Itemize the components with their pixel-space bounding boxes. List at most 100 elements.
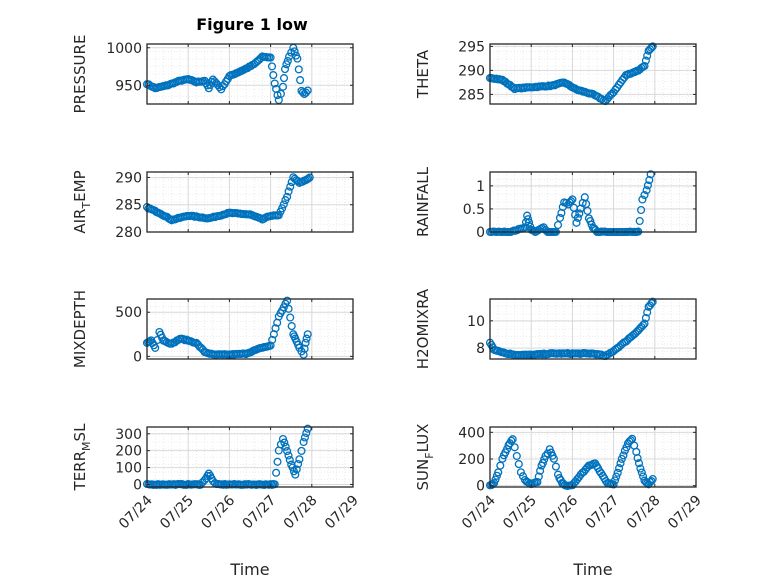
data-point: [287, 322, 296, 331]
x-axis-label: Time: [229, 560, 269, 579]
data-point: [516, 468, 525, 477]
data-point: [637, 205, 646, 215]
data-point: [510, 443, 519, 452]
data-point: [269, 71, 278, 80]
data-point: [285, 455, 294, 465]
x-tick-label: 07/25: [500, 493, 540, 533]
data-point: [640, 319, 649, 328]
data-point: [514, 460, 523, 469]
x-tick-label: 07/28: [281, 493, 321, 533]
y-tick-label: 400: [458, 425, 485, 441]
data-point: [272, 468, 281, 477]
axes-box: [146, 426, 354, 488]
data-point: [301, 338, 310, 347]
data-point: [538, 458, 547, 468]
y-axis-label: THETA: [414, 49, 432, 99]
data-point: [293, 54, 302, 63]
data-point: [283, 192, 292, 201]
data-point: [304, 174, 313, 183]
data-point: [302, 428, 311, 438]
data-point: [286, 313, 295, 322]
data-series: [142, 173, 314, 225]
data-point: [633, 454, 642, 463]
data-point: [302, 334, 311, 343]
y-axis-label: TERRMSL: [71, 423, 93, 492]
y-tick-label: 500: [115, 305, 142, 321]
data-series: [142, 43, 312, 105]
subplot-8: 0 200 400 07/24 07/25 07/26 07/27 07/28 07/29 SUN…: [414, 424, 705, 579]
data-point: [615, 464, 624, 473]
data-point: [616, 459, 625, 468]
y-tick-label: 0: [476, 225, 485, 241]
data-point: [278, 204, 287, 213]
axes-box: [489, 43, 697, 105]
data-point: [301, 88, 311, 97]
data-point: [268, 335, 277, 344]
x-tick-label: 07/26: [198, 492, 238, 532]
data-point: [280, 438, 289, 447]
data-point: [640, 61, 649, 71]
data-point: [534, 472, 543, 481]
data-point: [496, 461, 505, 470]
data-point: [283, 447, 292, 456]
data-point: [291, 470, 300, 479]
x-tick-label: 07/28: [624, 493, 664, 533]
data-point: [283, 56, 292, 66]
data-point: [278, 434, 288, 444]
y-tick-label: 950: [115, 78, 142, 94]
data-point: [281, 442, 290, 451]
data-point: [271, 324, 280, 333]
data-point: [609, 480, 618, 489]
y-tick-label: 300: [115, 427, 142, 443]
data-point: [553, 220, 563, 230]
data-point: [512, 451, 521, 461]
data-point: [278, 82, 288, 91]
data-point: [296, 76, 305, 85]
data-point: [641, 313, 650, 323]
y-axis-label: RAINFALL: [414, 166, 432, 237]
data-point: [536, 466, 545, 475]
data-point: [643, 181, 652, 190]
data-point: [270, 480, 279, 489]
data-point: [562, 198, 571, 208]
y-tick-label: 10: [467, 314, 485, 330]
data-point: [491, 475, 500, 484]
data-point: [294, 65, 303, 74]
data-point: [568, 195, 577, 204]
data-point: [273, 457, 282, 466]
data-point: [646, 170, 655, 179]
data-series: [142, 424, 312, 489]
data-point: [575, 209, 584, 218]
data-point: [305, 173, 314, 182]
data-point: [642, 186, 651, 195]
y-tick-label: 8: [476, 341, 485, 357]
axes-box: [146, 43, 354, 105]
data-point: [613, 468, 622, 477]
axes-box: [489, 426, 697, 488]
data-point: [645, 176, 654, 185]
y-tick-label: 285: [115, 198, 142, 214]
data-point: [635, 216, 644, 226]
data-point: [551, 462, 560, 471]
data-point: [284, 451, 293, 460]
subplot-3: 280 285 290 AIRTEMP: [71, 170, 354, 241]
data-point: [555, 213, 565, 222]
y-axis-label: AIRTEMP: [71, 170, 93, 233]
x-tick-label: 07/25: [157, 493, 197, 533]
data-point: [295, 455, 304, 464]
data-point: [643, 308, 652, 317]
data-point: [284, 187, 293, 196]
x-tick-label: 07/27: [240, 493, 280, 533]
data-point: [583, 206, 592, 215]
data-point: [298, 88, 307, 97]
data-point: [292, 465, 301, 474]
y-tick-label: 280: [115, 225, 142, 241]
x-tick-label: 07/29: [322, 493, 362, 533]
x-axis-label: Time: [572, 560, 612, 579]
y-tick-label: 100: [115, 461, 142, 477]
data-point: [266, 53, 275, 62]
data-point: [647, 299, 656, 308]
